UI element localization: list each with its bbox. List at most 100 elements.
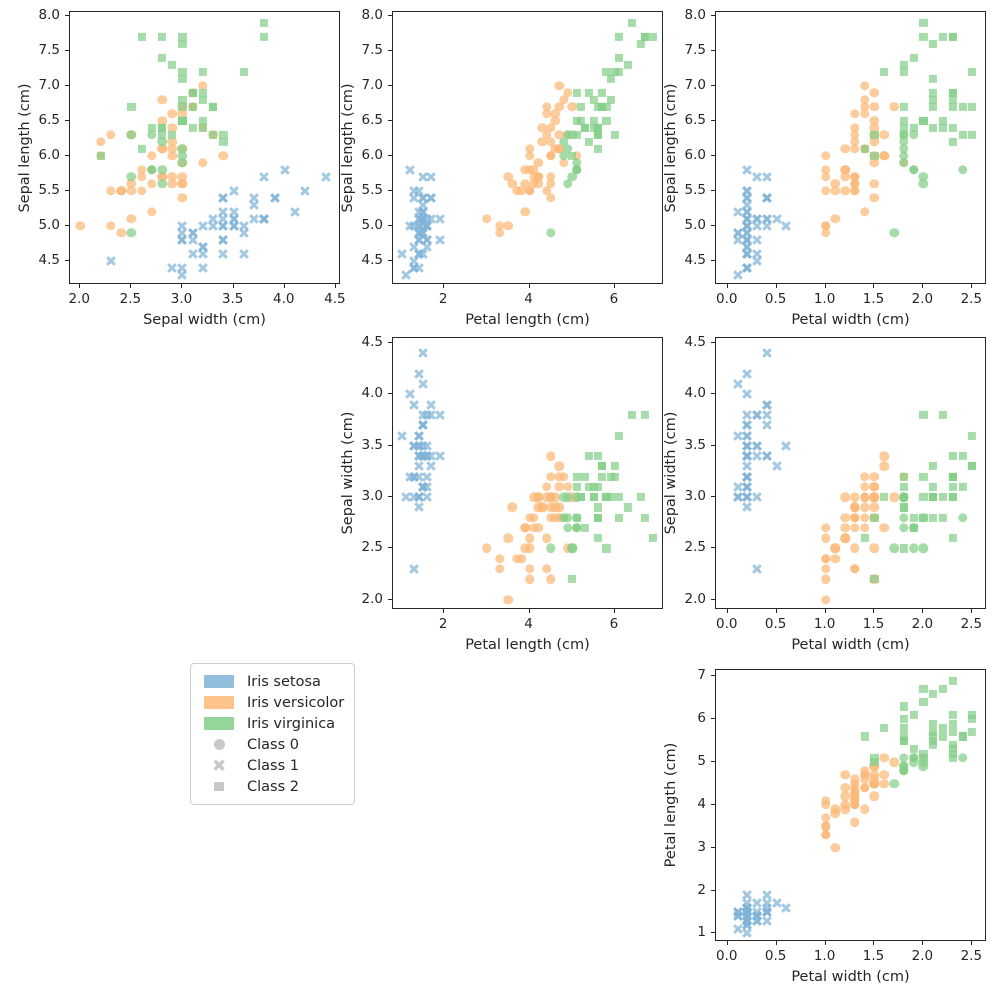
data-point-circle bbox=[899, 512, 909, 523]
data-point-cross bbox=[742, 471, 753, 482]
data-point-cross bbox=[742, 192, 753, 203]
data-point-cross bbox=[238, 248, 250, 259]
data-point-square bbox=[606, 493, 615, 502]
data-point-cross bbox=[752, 915, 763, 926]
data-point-square bbox=[968, 710, 977, 720]
legend-item[interactable]: Iris versicolor bbox=[200, 692, 344, 713]
data-point-square bbox=[948, 728, 957, 737]
data-point-cross bbox=[732, 492, 743, 503]
data-point-square bbox=[576, 116, 585, 125]
data-point-cross bbox=[742, 220, 753, 231]
data-point-square bbox=[938, 685, 948, 694]
y-tick bbox=[388, 444, 392, 446]
data-point-cross bbox=[417, 410, 429, 421]
data-point-cross bbox=[417, 199, 429, 210]
data-point-circle bbox=[157, 143, 167, 154]
x-tick-label: 0.5 bbox=[764, 616, 787, 632]
data-point-square bbox=[178, 74, 187, 83]
data-point-square bbox=[929, 719, 938, 728]
data-point-circle bbox=[554, 502, 565, 513]
y-tick bbox=[711, 761, 715, 763]
legend-item-label: Class 2 bbox=[247, 778, 299, 795]
data-point-circle bbox=[516, 553, 526, 564]
data-point-circle bbox=[850, 512, 860, 523]
data-point-circle bbox=[840, 533, 850, 543]
data-point-circle bbox=[879, 778, 890, 789]
y-tick bbox=[388, 224, 392, 226]
data-point-cross bbox=[409, 262, 420, 273]
data-point-square bbox=[968, 715, 977, 724]
data-point-circle bbox=[859, 765, 870, 776]
data-point-circle bbox=[546, 227, 556, 238]
y-tick bbox=[65, 154, 69, 156]
data-point-circle bbox=[908, 523, 919, 533]
data-point-cross bbox=[249, 192, 260, 203]
data-point-circle bbox=[869, 150, 880, 161]
data-point-cross bbox=[742, 410, 753, 421]
data-point-cross bbox=[218, 192, 229, 203]
y-axis-label: Sepal length (cm) bbox=[340, 82, 356, 213]
data-point-cross bbox=[742, 262, 753, 273]
x-tick-label: 0.0 bbox=[715, 616, 738, 632]
data-point-cross bbox=[228, 185, 239, 196]
data-point-circle bbox=[147, 129, 157, 140]
data-point-cross bbox=[413, 206, 424, 217]
data-point-cross bbox=[732, 481, 743, 493]
data-point-cross bbox=[417, 481, 429, 493]
data-point-circle bbox=[550, 502, 560, 513]
data-point-cross bbox=[422, 241, 433, 252]
data-point-circle bbox=[957, 753, 968, 763]
y-tick bbox=[388, 84, 392, 86]
legend-item[interactable]: Class 0 bbox=[200, 734, 344, 755]
data-point-square bbox=[909, 53, 918, 62]
data-point-circle bbox=[550, 115, 560, 126]
y-tick bbox=[388, 496, 392, 498]
data-point-square bbox=[615, 67, 624, 76]
y-tick bbox=[711, 224, 715, 226]
data-point-square bbox=[198, 123, 208, 132]
data-point-cross bbox=[752, 255, 763, 266]
data-point-square bbox=[899, 116, 908, 125]
data-point-circle bbox=[147, 206, 157, 217]
legend-item[interactable]: Iris setosa bbox=[200, 671, 344, 692]
data-point-square bbox=[209, 102, 218, 111]
data-point-cross bbox=[742, 492, 753, 503]
data-point-square bbox=[615, 53, 624, 62]
data-point-square bbox=[968, 67, 977, 76]
data-point-cross bbox=[279, 164, 290, 175]
data-point-square bbox=[958, 130, 967, 139]
data-point-cross bbox=[742, 451, 753, 462]
y-axis-label: Sepal width (cm) bbox=[340, 411, 356, 535]
data-point-circle bbox=[840, 791, 850, 802]
data-point-circle bbox=[563, 512, 573, 523]
data-point-circle bbox=[541, 482, 552, 492]
legend-item[interactable]: Class 1 bbox=[200, 755, 344, 776]
data-point-cross bbox=[742, 451, 753, 462]
data-point-circle bbox=[840, 770, 850, 780]
data-point-square bbox=[572, 482, 581, 491]
data-point-circle bbox=[571, 164, 582, 175]
data-point-circle bbox=[820, 185, 831, 196]
data-point-square bbox=[640, 32, 649, 41]
x-tick-label: 4 bbox=[524, 616, 533, 632]
data-point-circle bbox=[524, 185, 535, 196]
data-point-square bbox=[860, 144, 869, 153]
legend-item[interactable]: Class 2 bbox=[200, 776, 344, 797]
data-point-circle bbox=[869, 115, 880, 126]
data-point-square bbox=[580, 123, 590, 132]
data-point-cross bbox=[742, 164, 753, 175]
legend-item-label: Iris versicolor bbox=[247, 694, 345, 711]
data-point-circle bbox=[567, 543, 577, 554]
data-point-square bbox=[948, 88, 957, 97]
data-point-circle bbox=[869, 574, 880, 584]
data-point-square bbox=[899, 503, 908, 512]
y-tick bbox=[388, 14, 392, 16]
data-point-circle bbox=[850, 178, 860, 189]
legend-item[interactable]: Iris virginica bbox=[200, 713, 344, 734]
data-point-circle bbox=[889, 101, 899, 112]
data-point-circle bbox=[529, 178, 539, 189]
data-point-cross bbox=[413, 213, 424, 224]
data-point-cross bbox=[761, 451, 773, 462]
data-point-square bbox=[137, 32, 146, 41]
data-point-square bbox=[178, 116, 187, 125]
